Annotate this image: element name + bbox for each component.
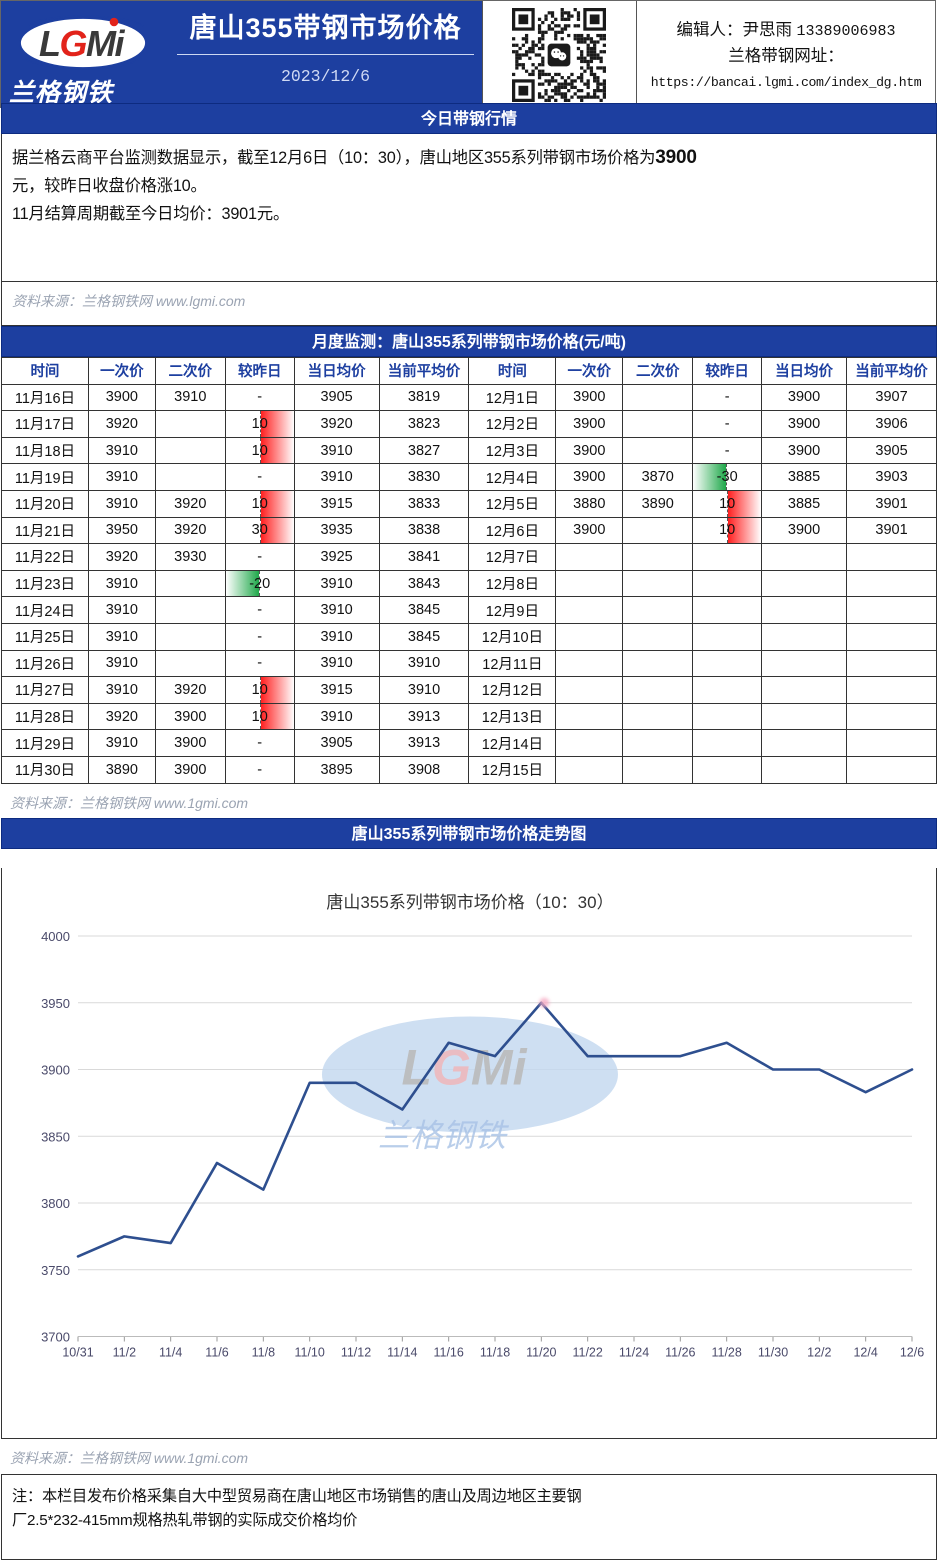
svg-text:3950: 3950 <box>41 996 70 1011</box>
svg-text:11/28: 11/28 <box>711 1346 741 1360</box>
svg-text:11/2: 11/2 <box>113 1346 136 1360</box>
svg-text:11/18: 11/18 <box>480 1346 510 1360</box>
svg-text:3700: 3700 <box>41 1330 70 1345</box>
svg-text:10/31: 10/31 <box>62 1346 93 1360</box>
svg-text:11/24: 11/24 <box>619 1346 649 1360</box>
svg-text:11/16: 11/16 <box>433 1346 463 1360</box>
svg-text:11/20: 11/20 <box>526 1346 556 1360</box>
svg-text:12/4: 12/4 <box>853 1346 877 1360</box>
svg-text:11/14: 11/14 <box>387 1346 417 1360</box>
svg-text:11/8: 11/8 <box>252 1346 275 1360</box>
svg-text:11/12: 11/12 <box>341 1346 371 1360</box>
svg-text:11/4: 11/4 <box>159 1346 182 1360</box>
svg-text:3850: 3850 <box>41 1129 70 1144</box>
svg-text:兰格钢铁: 兰格钢铁 <box>378 1118 510 1154</box>
svg-text:11/22: 11/22 <box>572 1346 602 1360</box>
svg-text:11/6: 11/6 <box>205 1346 228 1360</box>
svg-text:12/6: 12/6 <box>900 1346 924 1360</box>
svg-text:12/2: 12/2 <box>807 1346 831 1360</box>
svg-text:3800: 3800 <box>41 1196 70 1211</box>
svg-text:11/26: 11/26 <box>665 1346 695 1360</box>
svg-text:3900: 3900 <box>41 1063 70 1078</box>
svg-text:11/30: 11/30 <box>758 1346 788 1360</box>
svg-text:3750: 3750 <box>41 1263 70 1278</box>
svg-text:11/10: 11/10 <box>294 1346 324 1360</box>
svg-text:LGMi: LGMi <box>39 23 126 64</box>
svg-text:4000: 4000 <box>41 929 70 944</box>
